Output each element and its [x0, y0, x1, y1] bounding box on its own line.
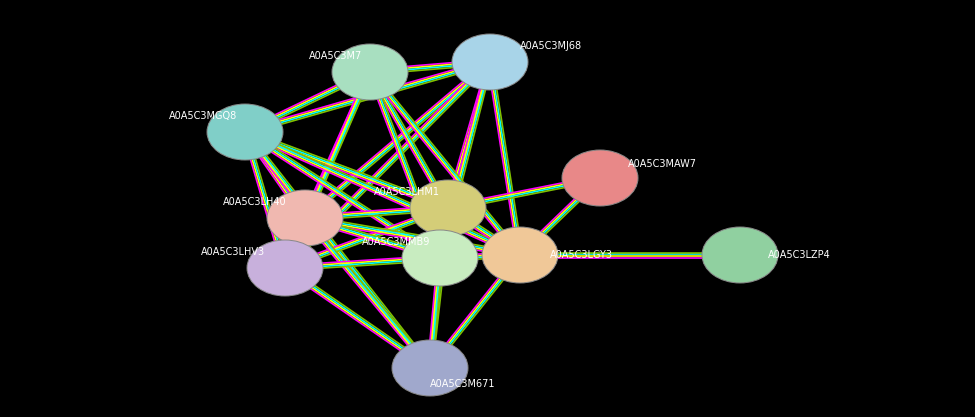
Ellipse shape [482, 227, 558, 283]
Text: A0A5C3LZP4: A0A5C3LZP4 [768, 250, 831, 260]
Ellipse shape [562, 150, 638, 206]
Ellipse shape [247, 240, 323, 296]
Ellipse shape [207, 104, 283, 160]
Text: A0A5C3LHM1: A0A5C3LHM1 [374, 187, 440, 197]
Ellipse shape [267, 190, 343, 246]
Text: A0A5C3MJ68: A0A5C3MJ68 [520, 41, 582, 51]
Ellipse shape [452, 34, 528, 90]
Text: A0A5C3MAW7: A0A5C3MAW7 [628, 159, 697, 169]
Ellipse shape [392, 340, 468, 396]
Text: A0A5C3M671: A0A5C3M671 [430, 379, 495, 389]
Text: A0A5C3LHV3: A0A5C3LHV3 [201, 247, 265, 257]
Ellipse shape [402, 230, 478, 286]
Ellipse shape [702, 227, 778, 283]
Ellipse shape [332, 44, 408, 100]
Text: A0A5C3MGQ8: A0A5C3MGQ8 [169, 111, 237, 121]
Text: A0A5C3LH40: A0A5C3LH40 [223, 197, 287, 207]
Ellipse shape [410, 180, 486, 236]
Text: A0A5C3LGY3: A0A5C3LGY3 [550, 250, 613, 260]
Text: A0A5C3MMB9: A0A5C3MMB9 [362, 237, 430, 247]
Text: A0A5C3M7: A0A5C3M7 [309, 51, 362, 61]
